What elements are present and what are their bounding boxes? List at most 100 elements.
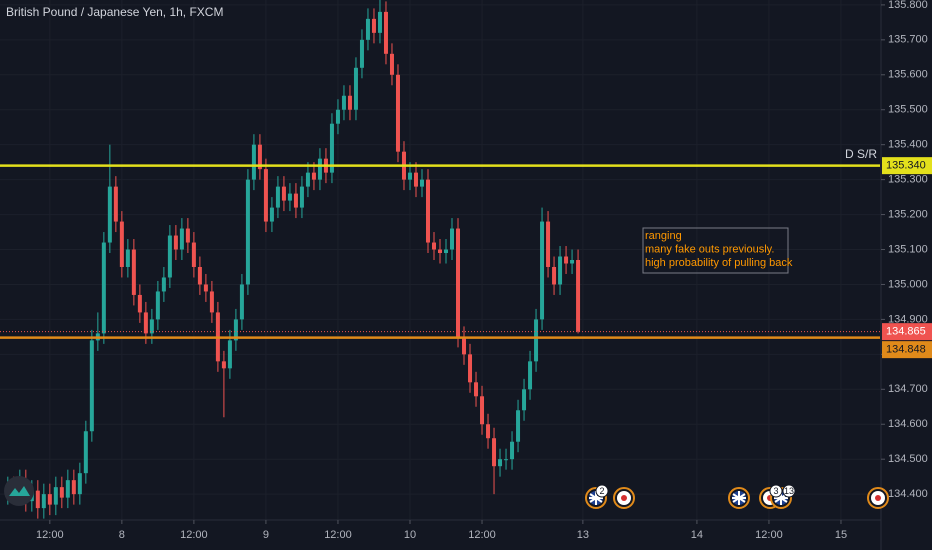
y-tick-label: 134.500 bbox=[888, 453, 928, 465]
event-badge-label: 13 bbox=[784, 486, 794, 496]
candle-body bbox=[431, 242, 436, 250]
candle-body bbox=[528, 361, 533, 390]
candle-body bbox=[281, 186, 286, 201]
annotation-box bbox=[642, 227, 789, 274]
candle-body bbox=[203, 284, 208, 292]
logo bbox=[4, 476, 34, 506]
candle-body bbox=[269, 207, 274, 222]
candle-body bbox=[77, 473, 82, 495]
candle-body bbox=[47, 494, 52, 505]
candle-body bbox=[516, 410, 521, 442]
candle-body bbox=[341, 95, 346, 110]
candle-body bbox=[407, 172, 412, 180]
candle-body bbox=[107, 186, 112, 243]
plot-area bbox=[0, 0, 880, 519]
candle-body bbox=[245, 179, 250, 285]
candle-body bbox=[353, 67, 358, 110]
candle-body bbox=[143, 312, 148, 334]
candle-body bbox=[576, 260, 581, 332]
candle-body bbox=[522, 389, 527, 411]
candle-body bbox=[221, 361, 226, 369]
x-tick-label: 12:00 bbox=[755, 529, 783, 541]
candle-body bbox=[444, 249, 449, 254]
candle-body bbox=[480, 396, 485, 425]
candle-body bbox=[155, 291, 160, 320]
candle-body bbox=[185, 228, 190, 243]
y-tick-label: 134.600 bbox=[888, 418, 928, 430]
candle-body bbox=[239, 284, 244, 320]
y-tick-label: 135.000 bbox=[888, 278, 928, 290]
candle-body bbox=[492, 438, 497, 467]
candle-body bbox=[546, 221, 551, 267]
annotation-text: ranging bbox=[645, 230, 682, 242]
price-tag-label: 135.340 bbox=[886, 160, 926, 172]
y-tick-label: 134.900 bbox=[888, 313, 928, 325]
candle-body bbox=[293, 193, 298, 208]
candle-body bbox=[456, 228, 461, 337]
y-tick-label: 135.500 bbox=[888, 104, 928, 116]
x-tick-label: 8 bbox=[119, 529, 125, 541]
candle-body bbox=[305, 172, 310, 187]
y-tick-label: 135.100 bbox=[888, 243, 928, 255]
candle-body bbox=[191, 242, 196, 267]
candle-body bbox=[395, 74, 400, 152]
candle-body bbox=[504, 459, 509, 461]
event-badge-label: 2 bbox=[599, 486, 604, 496]
candle-body bbox=[552, 266, 557, 285]
candle-body bbox=[335, 109, 340, 124]
annotation-text: many fake outs previously. bbox=[645, 243, 774, 255]
candle-body bbox=[71, 480, 76, 495]
chart-title: British Pound / Japanese Yen, 1h, FXCM bbox=[6, 5, 223, 19]
x-tick-label: 12:00 bbox=[180, 529, 208, 541]
x-tick-label: 13 bbox=[577, 529, 589, 541]
candle-body bbox=[113, 186, 118, 222]
candle-body bbox=[413, 172, 418, 187]
candle-body bbox=[137, 294, 142, 313]
candle-body bbox=[287, 193, 292, 201]
candle-body bbox=[233, 319, 238, 341]
x-tick-label: 12:00 bbox=[324, 529, 352, 541]
candle-body bbox=[474, 382, 479, 397]
price-tag bbox=[882, 341, 932, 359]
candle-body bbox=[59, 487, 64, 498]
candle-body bbox=[389, 53, 394, 75]
candle-body bbox=[468, 354, 473, 383]
candle-body bbox=[570, 260, 575, 264]
candle-body bbox=[438, 249, 442, 254]
candle-body bbox=[173, 235, 178, 250]
candle-body bbox=[365, 18, 370, 40]
x-tick-label: 12:00 bbox=[36, 529, 64, 541]
candle-body bbox=[377, 11, 382, 33]
candle-body bbox=[119, 221, 124, 267]
y-tick-label: 135.800 bbox=[888, 0, 928, 11]
candle-body bbox=[347, 95, 352, 110]
candle-body bbox=[83, 431, 88, 474]
candle-body bbox=[486, 424, 491, 439]
event-flag bbox=[875, 495, 881, 501]
candle-body bbox=[564, 256, 569, 264]
candle-body bbox=[359, 39, 364, 68]
candle-body bbox=[197, 266, 202, 285]
price-tag bbox=[882, 157, 932, 175]
candle-body bbox=[510, 441, 515, 460]
candle-body bbox=[89, 340, 94, 432]
candle-body bbox=[161, 277, 166, 292]
y-tick-label: 135.200 bbox=[888, 208, 928, 220]
candle-body bbox=[209, 291, 214, 313]
y-tick-label: 135.700 bbox=[888, 34, 928, 46]
candle-body bbox=[425, 179, 430, 243]
event-badge bbox=[595, 484, 609, 498]
y-tick-label: 135.300 bbox=[888, 174, 928, 186]
candle-body bbox=[257, 144, 262, 170]
candle-body bbox=[131, 249, 136, 295]
candle-body bbox=[125, 249, 130, 267]
event-badge bbox=[769, 484, 783, 498]
x-tick-label: 12:00 bbox=[468, 529, 496, 541]
candle-body bbox=[179, 228, 184, 250]
event-flag bbox=[589, 491, 603, 505]
annotation-text: high probability of pulling back bbox=[645, 257, 793, 269]
candle-body bbox=[329, 123, 334, 173]
candle-body bbox=[299, 186, 304, 208]
candle-body bbox=[450, 228, 455, 250]
